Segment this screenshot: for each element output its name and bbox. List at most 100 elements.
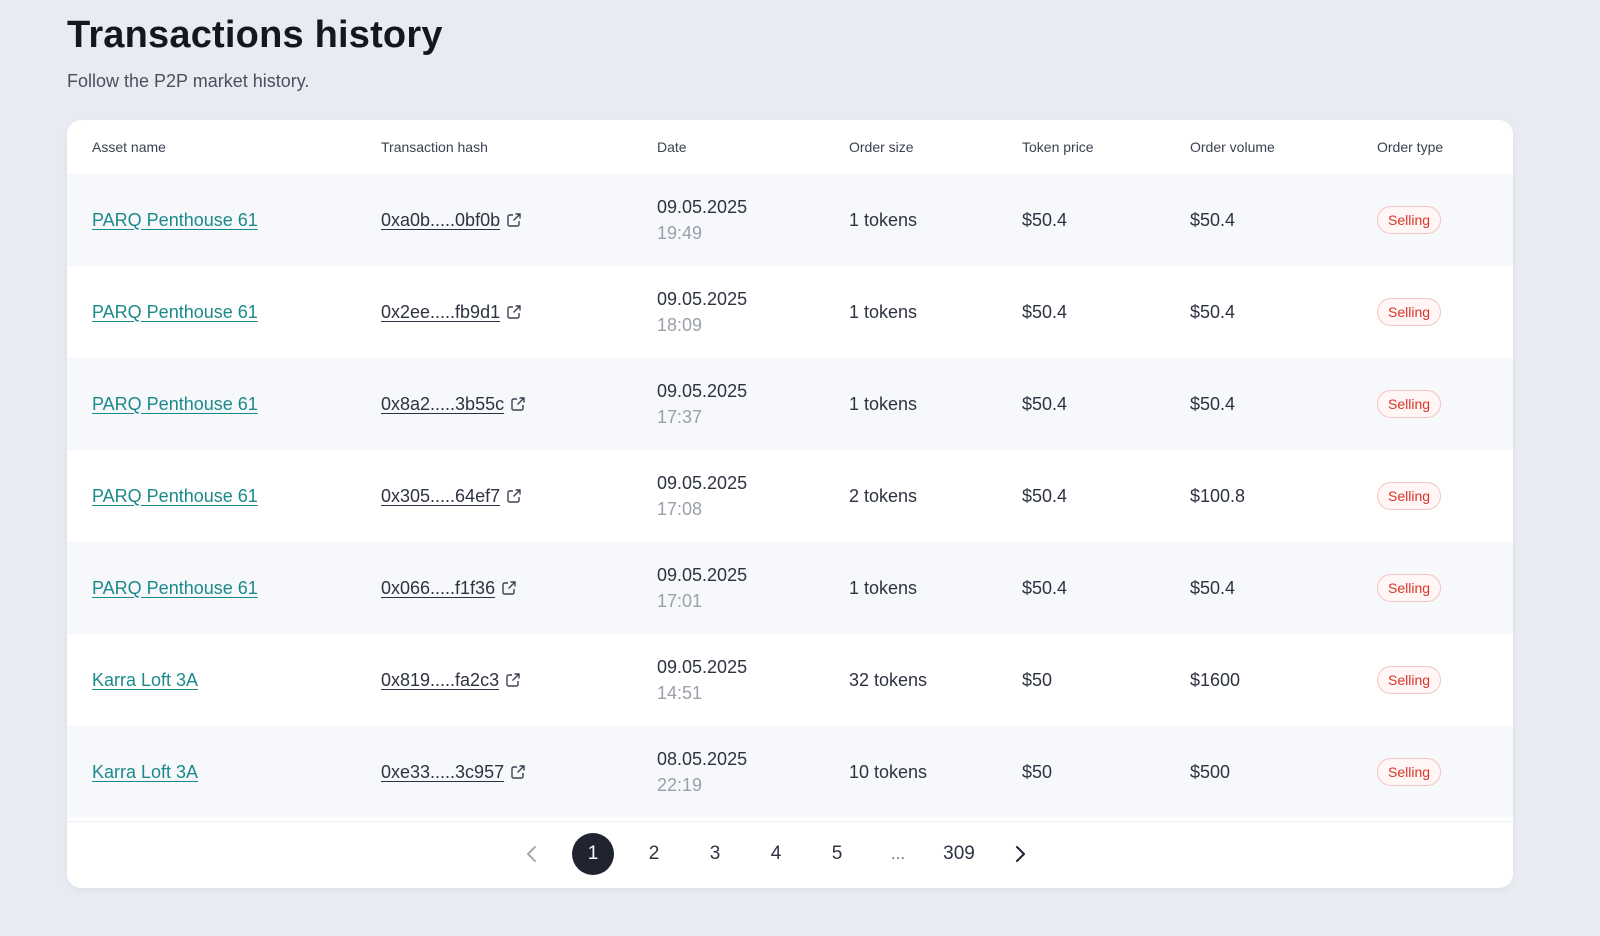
external-link-icon[interactable]: [505, 672, 521, 688]
token-price-cell: $50.4: [1022, 542, 1190, 634]
order-size-cell: 10 tokens: [849, 726, 1022, 818]
asset-link[interactable]: PARQ Penthouse 61: [92, 485, 258, 506]
hash-cell: 0x8a2.....3b55c: [381, 358, 657, 450]
order-type-badge: Selling: [1377, 574, 1442, 602]
order-type-cell: Selling: [1377, 266, 1513, 358]
order-type-badge: Selling: [1377, 390, 1442, 418]
table-row: PARQ Penthouse 61 0x8a2.....3b55c 09.05.…: [67, 358, 1513, 450]
date-cell: 09.05.2025 17:37: [657, 358, 849, 450]
order-size-cell: 2 tokens: [849, 450, 1022, 542]
hash-cell: 0x2ee.....fb9d1: [381, 266, 657, 358]
chevron-left-icon: [527, 846, 536, 862]
date-value: 09.05.2025: [657, 289, 748, 309]
time-value: 17:08: [657, 499, 703, 519]
order-type-badge: Selling: [1377, 482, 1442, 510]
page-button-2[interactable]: 2: [648, 843, 660, 864]
date-cell: 09.05.2025 17:01: [657, 542, 849, 634]
date-cell: 09.05.2025 17:08: [657, 450, 849, 542]
transaction-hash-link[interactable]: 0x2ee.....fb9d1: [381, 301, 501, 322]
time-value: 19:49: [657, 223, 703, 243]
table-row: PARQ Penthouse 61 0xa0b.....0bf0b 09.05.…: [67, 174, 1513, 266]
date-cell: 09.05.2025 14:51: [657, 634, 849, 726]
token-price-cell: $50: [1022, 726, 1190, 818]
asset-link[interactable]: PARQ Penthouse 61: [92, 301, 258, 322]
table-body: PARQ Penthouse 61 0xa0b.....0bf0b 09.05.…: [67, 174, 1513, 818]
order-size-cell: 1 tokens: [849, 174, 1022, 266]
date-value: 08.05.2025: [657, 749, 748, 769]
column-header-token-price: Token price: [1022, 139, 1094, 155]
order-type-badge: Selling: [1377, 206, 1442, 234]
asset-cell: PARQ Penthouse 61: [67, 450, 381, 542]
transactions-table: Asset name Transaction hash Date Order s…: [67, 120, 1513, 818]
order-size-cell: 1 tokens: [849, 266, 1022, 358]
order-volume-cell: $50.4: [1190, 174, 1377, 266]
column-header-order-type: Order type: [1377, 139, 1444, 155]
column-header-date: Date: [657, 139, 687, 155]
date-value: 09.05.2025: [657, 565, 748, 585]
asset-cell: Karra Loft 3A: [67, 726, 381, 818]
asset-cell: PARQ Penthouse 61: [67, 358, 381, 450]
external-link-icon[interactable]: [501, 580, 517, 596]
date-value: 09.05.2025: [657, 381, 748, 401]
date-cell: 09.05.2025 18:09: [657, 266, 849, 358]
asset-link[interactable]: PARQ Penthouse 61: [92, 209, 258, 230]
order-volume-cell: $50.4: [1190, 266, 1377, 358]
table-row: Karra Loft 3A 0xe33.....3c957 08.05.2025…: [67, 726, 1513, 818]
order-volume-cell: $50.4: [1190, 542, 1377, 634]
order-type-cell: Selling: [1377, 726, 1513, 818]
pagination: 1 2 3 4 5 ... 309: [67, 821, 1513, 888]
table-row: PARQ Penthouse 61 0x2ee.....fb9d1 09.05.…: [67, 266, 1513, 358]
transactions-card: Asset name Transaction hash Date Order s…: [67, 120, 1513, 888]
external-link-icon[interactable]: [506, 304, 522, 320]
header-row: Asset name Transaction hash Date Order s…: [67, 120, 1513, 174]
asset-link[interactable]: Karra Loft 3A: [92, 761, 199, 782]
time-value: 14:51: [657, 683, 703, 703]
external-link-icon[interactable]: [506, 488, 522, 504]
page-button-4[interactable]: 4: [770, 843, 782, 864]
order-type-cell: Selling: [1377, 358, 1513, 450]
order-type-cell: Selling: [1377, 542, 1513, 634]
date-value: 09.05.2025: [657, 197, 748, 217]
chevron-right-icon: [1016, 846, 1025, 862]
column-header-order-size: Order size: [849, 139, 914, 155]
time-value: 22:19: [657, 775, 703, 795]
transaction-hash-link[interactable]: 0x8a2.....3b55c: [381, 393, 505, 414]
order-size-cell: 1 tokens: [849, 358, 1022, 450]
date-value: 09.05.2025: [657, 657, 748, 677]
page-subtitle: Follow the P2P market history.: [67, 71, 310, 91]
external-link-icon[interactable]: [510, 764, 526, 780]
order-type-badge: Selling: [1377, 758, 1442, 786]
time-value: 18:09: [657, 315, 703, 335]
asset-link[interactable]: Karra Loft 3A: [92, 669, 199, 690]
token-price-cell: $50.4: [1022, 358, 1190, 450]
page-button-1[interactable]: 1: [572, 833, 614, 875]
date-cell: 09.05.2025 19:49: [657, 174, 849, 266]
asset-cell: Karra Loft 3A: [67, 634, 381, 726]
transaction-hash-link[interactable]: 0xa0b.....0bf0b: [381, 209, 501, 230]
transaction-hash-link[interactable]: 0x819.....fa2c3: [381, 669, 500, 690]
hash-cell: 0x819.....fa2c3: [381, 634, 657, 726]
asset-link[interactable]: PARQ Penthouse 61: [92, 577, 258, 598]
hash-cell: 0xa0b.....0bf0b: [381, 174, 657, 266]
token-price-cell: $50.4: [1022, 266, 1190, 358]
next-page-button[interactable]: [999, 833, 1041, 875]
asset-cell: PARQ Penthouse 61: [67, 542, 381, 634]
page-button-5[interactable]: 5: [831, 843, 843, 864]
date-value: 09.05.2025: [657, 473, 748, 493]
order-size-cell: 1 tokens: [849, 542, 1022, 634]
external-link-icon[interactable]: [510, 396, 526, 412]
previous-page-button[interactable]: [511, 833, 553, 875]
token-price-cell: $50.4: [1022, 174, 1190, 266]
table-row: PARQ Penthouse 61 0x066.....f1f36 09.05.…: [67, 542, 1513, 634]
external-link-icon[interactable]: [506, 212, 522, 228]
transaction-hash-link[interactable]: 0x066.....f1f36: [381, 577, 496, 598]
transaction-hash-link[interactable]: 0xe33.....3c957: [381, 761, 505, 782]
asset-link[interactable]: PARQ Penthouse 61: [92, 393, 258, 414]
page-ellipsis: ...: [890, 844, 906, 863]
order-type-badge: Selling: [1377, 298, 1442, 326]
table-row: PARQ Penthouse 61 0x305.....64ef7 09.05.…: [67, 450, 1513, 542]
page-button-3[interactable]: 3: [709, 843, 721, 864]
page-button-last[interactable]: 309: [943, 843, 975, 864]
hash-cell: 0xe33.....3c957: [381, 726, 657, 818]
transaction-hash-link[interactable]: 0x305.....64ef7: [381, 485, 501, 506]
